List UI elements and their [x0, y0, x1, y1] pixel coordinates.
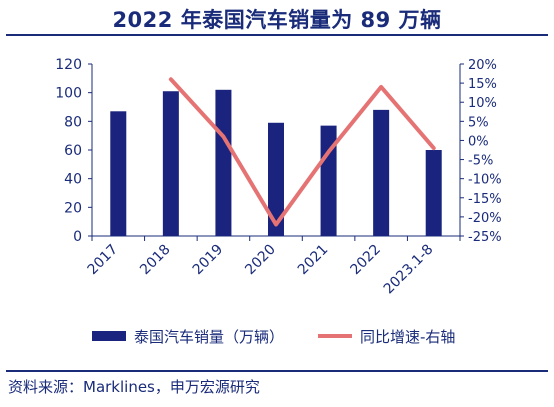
right-tick-label: -15%	[468, 192, 502, 207]
x-tick-label: 2021	[295, 242, 332, 279]
x-tick-label: 2020	[242, 242, 279, 279]
top-divider	[6, 34, 548, 36]
bar	[268, 122, 284, 236]
right-tick-label: 20%	[468, 58, 497, 73]
legend-bar-label: 泰国汽车销量（万辆）	[134, 328, 284, 346]
bar	[215, 89, 232, 236]
left-tick-label: 100	[55, 86, 82, 102]
left-tick-label: 60	[64, 143, 82, 159]
right-tick-label: -5%	[468, 154, 493, 169]
x-tick-label: 2023.1-8	[381, 242, 437, 298]
bar	[373, 109, 390, 236]
left-tick-label: 80	[64, 114, 82, 130]
x-tick-label: 2018	[137, 242, 174, 279]
left-tick-label: 120	[55, 57, 82, 73]
bar	[110, 111, 127, 236]
bar	[425, 150, 442, 236]
legend-bar-swatch	[92, 331, 126, 341]
right-tick-label: 0%	[468, 134, 489, 149]
x-tick-label: 2022	[347, 242, 384, 279]
chart-title: 2022 年泰国汽车销量为 89 万辆	[112, 8, 442, 32]
left-tick-label: 0	[73, 229, 82, 245]
legend-line-label: 同比增速-右轴	[360, 328, 455, 346]
growth-line	[168, 77, 436, 227]
right-tick-label: 10%	[468, 96, 497, 111]
bar	[162, 91, 179, 236]
source-note: 资料来源：Marklines，申万宏源研究	[8, 378, 260, 396]
x-tick-label: 2019	[190, 242, 227, 279]
right-tick-label: 5%	[468, 115, 489, 130]
left-tick-label: 20	[64, 200, 82, 216]
left-tick-label: 40	[64, 172, 82, 188]
bottom-divider	[6, 370, 548, 372]
chart-canvas: 0 20 40 60 80 100 120 -25% -20% -15% -10% -5% 0% 5% 10…	[55, 57, 502, 346]
bar	[320, 125, 337, 236]
right-tick-label: 15%	[468, 77, 497, 92]
x-tick-label: 2017	[85, 242, 122, 279]
right-tick-label: -20%	[468, 211, 502, 226]
right-tick-label: -10%	[468, 173, 502, 188]
right-tick-label: -25%	[468, 230, 502, 245]
